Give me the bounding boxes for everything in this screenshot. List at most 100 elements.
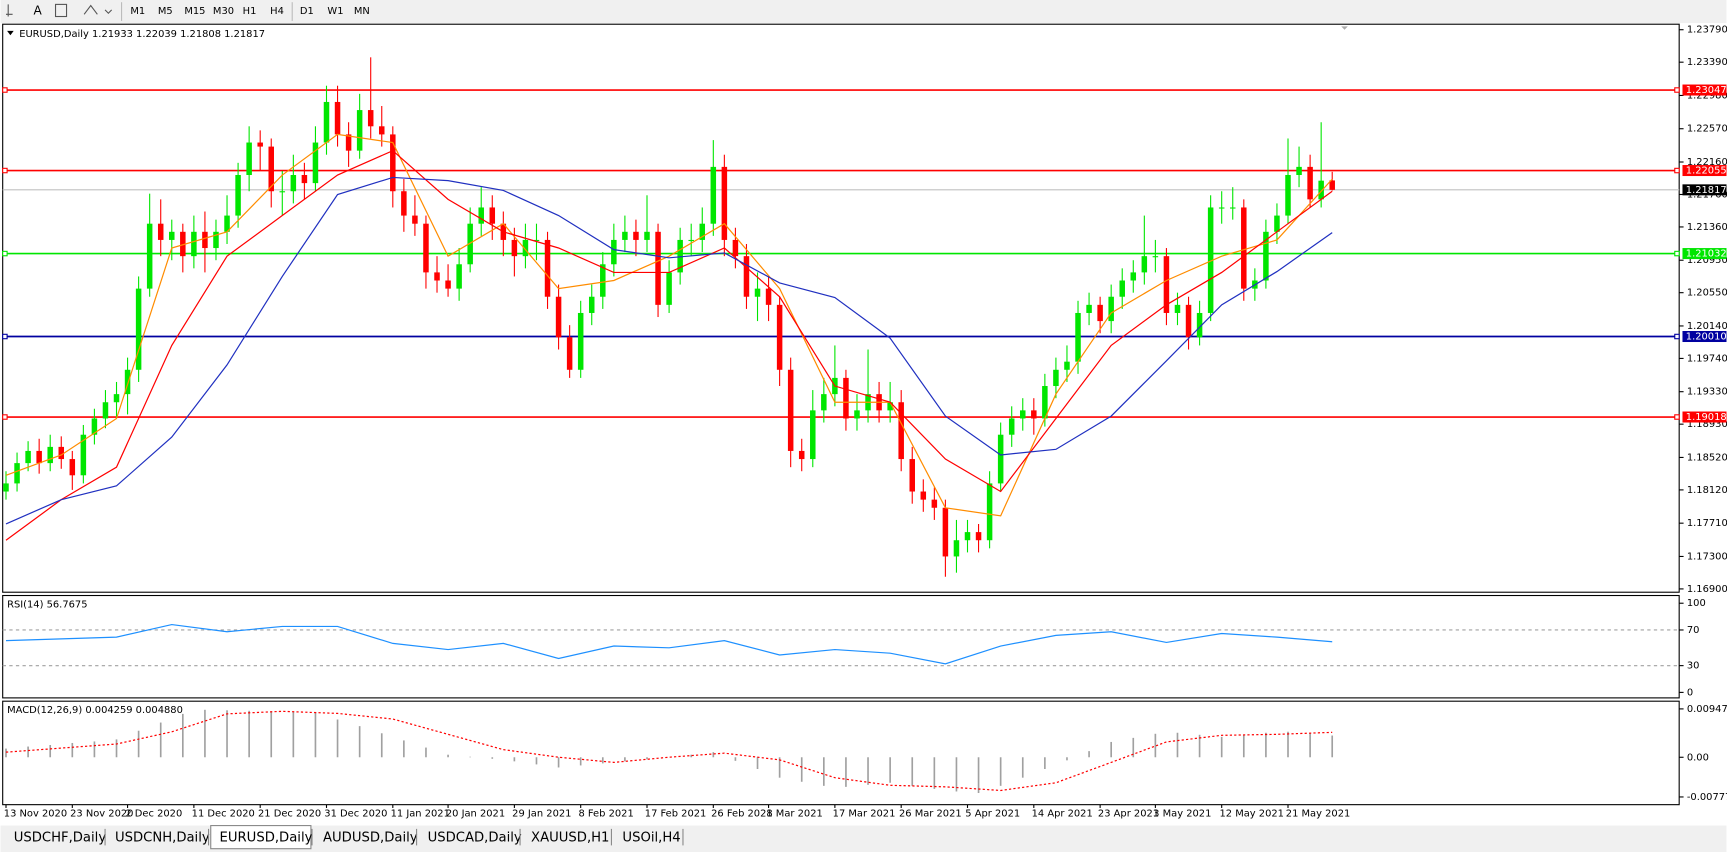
candle-body <box>379 126 385 135</box>
candle-body <box>544 239 551 297</box>
candle-body <box>633 231 639 240</box>
shift-marker <box>1341 26 1348 30</box>
tab[interactable]: AUDUSD,Daily <box>323 831 418 846</box>
current-price-box <box>1682 184 1727 196</box>
candle-body <box>721 166 728 240</box>
candle-body <box>124 369 131 395</box>
candle-body <box>898 402 904 460</box>
candle-body <box>1307 166 1313 200</box>
candle-body <box>14 463 20 484</box>
candle-body <box>257 142 263 147</box>
timeframe-button[interactable]: H1 <box>243 6 257 17</box>
y-tick-label: 1.22160 <box>1687 157 1727 168</box>
candle-body <box>1207 207 1214 313</box>
candle-body <box>1064 361 1070 370</box>
active-tab <box>210 825 312 850</box>
panel-title: MACD(12,26,9) 0.004259 0.004880 <box>7 705 183 716</box>
tab[interactable]: XAUUSD,H1 <box>531 831 609 846</box>
x-tick-label: 11 Jan 2021 <box>391 808 450 819</box>
x-tick-label: 3 May 2021 <box>1153 808 1211 819</box>
candle-body <box>1229 207 1236 209</box>
tab[interactable]: USDCNH,Daily <box>115 831 210 846</box>
candle-body <box>1163 256 1170 313</box>
tab[interactable]: USDCAD,Daily <box>428 831 522 846</box>
candle-body <box>312 142 319 184</box>
candle-body <box>47 446 53 464</box>
level-label-box <box>1682 248 1727 260</box>
timeframe-button[interactable]: M15 <box>184 6 205 17</box>
candle-body <box>456 264 462 289</box>
y-tick-label: 1.21360 <box>1687 222 1727 233</box>
x-tick-label: 26 Mar 2021 <box>899 808 962 819</box>
panel-title: EURUSD,Daily 1.21933 1.22039 1.21808 1.2… <box>19 29 265 40</box>
candle-body <box>588 296 595 313</box>
timeframe-button[interactable]: MN <box>354 6 370 17</box>
y-tick-label: 1.18120 <box>1687 485 1727 496</box>
candle-body <box>1141 256 1148 273</box>
candle-body <box>776 304 783 370</box>
candle-body <box>191 231 197 257</box>
candle-body <box>3 483 9 492</box>
candle-body <box>1318 180 1324 200</box>
candle-body <box>434 272 440 281</box>
indicator-line <box>5 133 1333 517</box>
icon-cursor <box>5 4 13 17</box>
candle-body <box>102 402 109 419</box>
font-button[interactable]: A <box>34 4 43 18</box>
level-label-box <box>1682 411 1727 423</box>
x-tick-label: 29 Jan 2021 <box>512 808 571 819</box>
candle-body <box>1218 207 1225 209</box>
candle-body <box>1031 410 1037 419</box>
x-tick-label: 8 Mar 2021 <box>766 808 822 819</box>
candle-body <box>146 223 153 289</box>
icon-text <box>54 3 68 18</box>
level-handle <box>1674 250 1680 257</box>
tab[interactable]: USDCHF,Daily <box>14 831 107 846</box>
candle-body <box>942 507 949 557</box>
candle-body <box>743 256 750 297</box>
level-label: 1.22055 <box>1686 166 1727 177</box>
level-label: 1.20010 <box>1686 332 1727 343</box>
x-tick-label: 21 May 2021 <box>1286 808 1351 819</box>
candle-body <box>1075 312 1081 362</box>
candle-body <box>169 231 175 240</box>
tab[interactable]: EURUSD,Daily <box>220 831 313 846</box>
candle-body <box>1020 410 1026 419</box>
level-label-box <box>1682 84 1727 96</box>
level-handle <box>2 333 8 340</box>
candle-body <box>356 110 363 151</box>
tab[interactable]: USOil,H4 <box>622 831 680 846</box>
timeframe-button[interactable]: M30 <box>213 6 234 17</box>
candle-body <box>135 288 142 370</box>
x-tick-label: 17 Feb 2021 <box>645 808 707 819</box>
timeframe-button[interactable]: H4 <box>270 6 284 17</box>
candle-body <box>821 394 827 411</box>
toolbar-icons <box>5 2 293 21</box>
indicator-line <box>5 176 1333 525</box>
timeframe-button[interactable]: D1 <box>300 6 314 17</box>
candle-body <box>1196 312 1203 338</box>
level-handle <box>2 414 8 420</box>
x-tick-label: 21 Dec 2020 <box>258 808 321 819</box>
candle-body <box>644 231 650 240</box>
candle-body <box>533 239 540 242</box>
candle-body <box>997 434 1004 484</box>
timeframe-button[interactable]: M1 <box>130 6 145 17</box>
candle-body <box>611 239 617 265</box>
y-tick-label: 1.17710 <box>1687 518 1727 529</box>
candle-body <box>787 369 794 451</box>
candle-body <box>1152 256 1159 258</box>
level-handle <box>1674 333 1680 340</box>
timeframe-button[interactable]: W1 <box>327 6 343 17</box>
x-tick-label: 5 Apr 2021 <box>965 808 1020 819</box>
x-tick-label: 23 Nov 2020 <box>70 808 133 819</box>
x-tick-label: 2 Dec 2020 <box>125 808 182 819</box>
candle-body <box>58 446 65 460</box>
candle-body <box>600 264 606 297</box>
candle-body <box>301 174 308 184</box>
candle-body <box>91 418 98 435</box>
timeframe-button[interactable]: M5 <box>158 6 173 17</box>
level-handle <box>1674 167 1680 174</box>
indicator-line <box>5 623 1333 665</box>
